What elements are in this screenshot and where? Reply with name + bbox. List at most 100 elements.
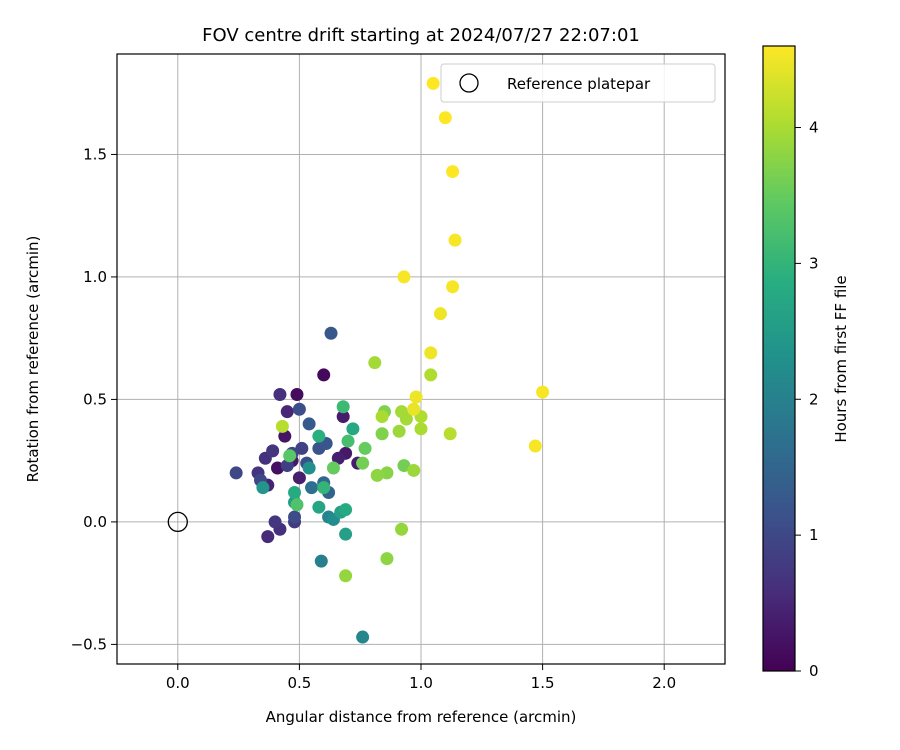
- data-point: [314, 554, 328, 568]
- data-point: [278, 429, 292, 443]
- data-point: [261, 530, 275, 544]
- data-point: [292, 402, 306, 416]
- data-point: [326, 461, 340, 475]
- data-point: [288, 510, 302, 524]
- data-point: [288, 486, 302, 500]
- data-point: [324, 326, 338, 340]
- colorbar: 0 1 2 3 4 Hours from first FF file: [762, 45, 850, 680]
- colorbar-tick-label: 4: [809, 119, 819, 137]
- colorbar-tick-label: 2: [809, 390, 819, 408]
- x-axis-ticks: 0.0 0.5 1.0 1.5 2.0: [166, 664, 676, 692]
- data-point: [280, 405, 294, 419]
- data-point: [302, 461, 316, 475]
- data-point: [339, 527, 353, 541]
- y-axis-label: Rotation from reference (arcmin): [24, 236, 42, 483]
- data-point: [433, 307, 447, 321]
- data-point: [295, 441, 309, 455]
- data-point: [268, 515, 282, 529]
- y-tick-label: −0.5: [71, 635, 107, 653]
- data-point: [283, 449, 297, 463]
- chart-title: FOV centre drift starting at 2024/07/27 …: [202, 25, 640, 46]
- y-tick-label: 0.5: [83, 390, 107, 408]
- data-point: [407, 463, 421, 477]
- data-point: [317, 368, 331, 382]
- colorbar-ticks: 0 1 2 3 4: [795, 119, 819, 680]
- data-point: [426, 76, 440, 90]
- x-tick-label: 1.0: [409, 674, 433, 692]
- y-tick-label: 1.5: [83, 145, 107, 163]
- data-point: [341, 434, 355, 448]
- reference-marker: [167, 511, 188, 533]
- data-point: [339, 503, 353, 517]
- data-point: [290, 498, 304, 512]
- data-point: [448, 233, 462, 247]
- data-point: [397, 270, 411, 284]
- data-point: [312, 500, 326, 514]
- colorbar-label: Hours from first FF file: [832, 275, 850, 442]
- data-point: [407, 402, 421, 416]
- data-point: [395, 405, 409, 419]
- colorbar-tick-label: 0: [809, 662, 819, 680]
- data-point: [424, 346, 438, 360]
- data-points: [229, 76, 550, 644]
- grid-lines: [117, 54, 725, 664]
- data-point: [356, 456, 370, 470]
- data-point: [336, 400, 350, 414]
- data-point: [375, 427, 389, 441]
- y-tick-label: 1.0: [83, 268, 107, 286]
- data-point: [292, 471, 306, 485]
- data-point: [409, 390, 423, 404]
- data-point: [438, 111, 452, 125]
- data-point: [331, 451, 345, 465]
- x-axis-label: Angular distance from reference (arcmin): [266, 708, 577, 726]
- data-point: [358, 441, 372, 455]
- data-point: [528, 439, 542, 453]
- x-tick-label: 0.5: [287, 674, 311, 692]
- data-point: [380, 466, 394, 480]
- data-point: [446, 280, 460, 294]
- data-point: [424, 368, 438, 382]
- data-point: [229, 466, 243, 480]
- x-tick-label: 0.0: [166, 674, 190, 692]
- data-point: [392, 424, 406, 438]
- data-point: [339, 569, 353, 583]
- data-point: [414, 422, 428, 436]
- colorbar-frame: [762, 45, 796, 672]
- data-point: [443, 427, 457, 441]
- data-point: [302, 417, 316, 431]
- data-point: [346, 422, 360, 436]
- data-point: [275, 419, 289, 433]
- data-point: [356, 630, 370, 644]
- reference-platepar-marker: [167, 511, 188, 533]
- data-point: [271, 461, 285, 475]
- data-point: [395, 522, 409, 536]
- data-point: [536, 385, 550, 399]
- data-point: [256, 481, 270, 495]
- colorbar-gradient: [763, 46, 795, 671]
- colorbar-tick-label: 3: [809, 254, 819, 272]
- x-tick-label: 2.0: [652, 674, 676, 692]
- data-point: [305, 481, 319, 495]
- legend-marker-open-circle: [459, 73, 479, 93]
- x-tick-label: 1.5: [531, 674, 555, 692]
- data-point: [336, 410, 350, 424]
- legend: Reference platepar: [440, 63, 716, 103]
- y-tick-label: 0.0: [83, 513, 107, 531]
- data-point: [368, 356, 382, 370]
- data-point: [312, 429, 326, 443]
- data-point: [397, 459, 411, 473]
- y-axis-ticks: −0.5 0.0 0.5 1.0 1.5: [71, 145, 117, 653]
- data-point: [273, 388, 287, 402]
- data-point: [380, 552, 394, 566]
- data-point: [266, 444, 280, 458]
- data-point: [370, 468, 384, 482]
- colorbar-tick-label: 1: [809, 526, 819, 544]
- data-point: [290, 388, 304, 402]
- legend-label: Reference platepar: [507, 75, 651, 93]
- data-point: [375, 410, 389, 424]
- data-point: [446, 165, 460, 179]
- data-point: [317, 481, 331, 495]
- data-point: [280, 459, 294, 473]
- legend-box: [440, 63, 716, 103]
